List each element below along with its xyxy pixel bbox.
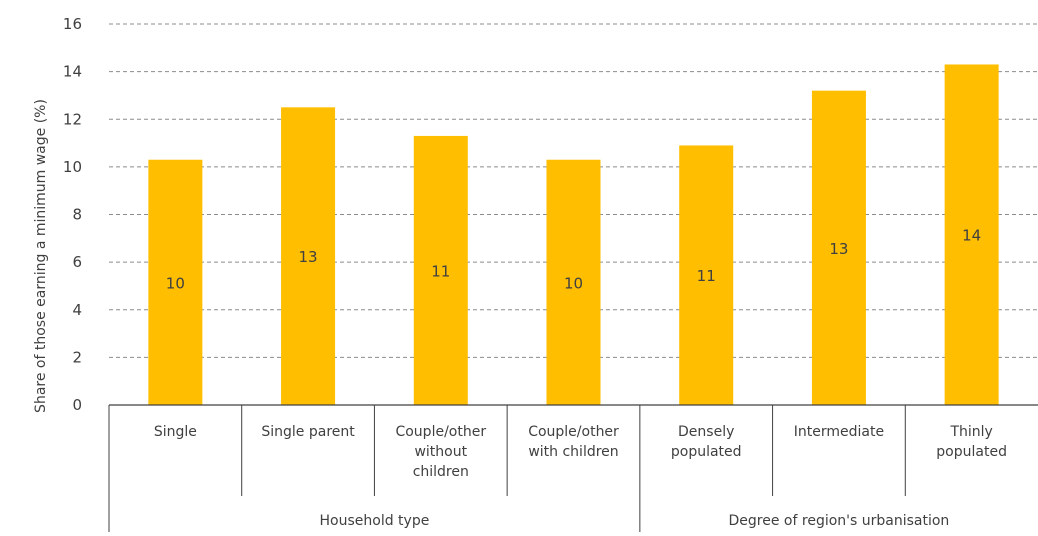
data-label: 13 bbox=[829, 240, 848, 258]
bar bbox=[811, 90, 866, 406]
bar bbox=[679, 145, 734, 405]
y-tick-label: 4 bbox=[72, 301, 82, 319]
y-tick-label: 16 bbox=[63, 15, 82, 33]
bar bbox=[281, 107, 336, 405]
data-label: 14 bbox=[962, 227, 981, 245]
y-tick-label: 12 bbox=[63, 110, 82, 128]
category-label: Couple/other with children bbox=[528, 424, 619, 460]
bar bbox=[413, 135, 468, 405]
y-tick-label: 0 bbox=[72, 396, 82, 414]
category-label: Intermediate bbox=[794, 424, 884, 440]
y-tick-label: 10 bbox=[63, 158, 82, 176]
bar bbox=[148, 159, 203, 405]
group-label: Degree of region's urbanisation bbox=[729, 513, 950, 529]
data-labels: 10 13 11 10 11 13 14 bbox=[166, 227, 981, 293]
data-label: 13 bbox=[299, 248, 318, 266]
y-axis-title: Share of those earning a minimum wage (%… bbox=[33, 99, 49, 413]
category-label: Couple/other without children bbox=[395, 424, 486, 480]
category-label: Single parent bbox=[261, 424, 355, 440]
y-axis-ticks: 0 2 4 6 8 10 12 14 16 bbox=[63, 15, 82, 414]
y-tick-label: 2 bbox=[72, 348, 82, 366]
bar bbox=[546, 159, 601, 405]
bars bbox=[148, 64, 999, 406]
y-tick-label: 8 bbox=[72, 206, 82, 224]
data-label: 11 bbox=[431, 262, 450, 280]
category-axis: Single Single parent Couple/other without ch… bbox=[108, 404, 1038, 532]
y-tick-label: 6 bbox=[72, 253, 82, 271]
data-label: 11 bbox=[697, 267, 716, 285]
category-label: Densely populated bbox=[671, 424, 742, 460]
category-label: Thinly populated bbox=[936, 424, 1007, 460]
y-tick-label: 14 bbox=[63, 63, 82, 81]
category-label: Single bbox=[154, 424, 197, 440]
data-label: 10 bbox=[166, 274, 185, 292]
group-label: Household type bbox=[320, 513, 430, 529]
data-label: 10 bbox=[564, 274, 583, 292]
bar bbox=[944, 64, 999, 405]
